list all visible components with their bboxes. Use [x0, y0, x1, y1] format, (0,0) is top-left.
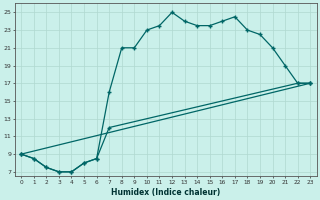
X-axis label: Humidex (Indice chaleur): Humidex (Indice chaleur)	[111, 188, 220, 197]
